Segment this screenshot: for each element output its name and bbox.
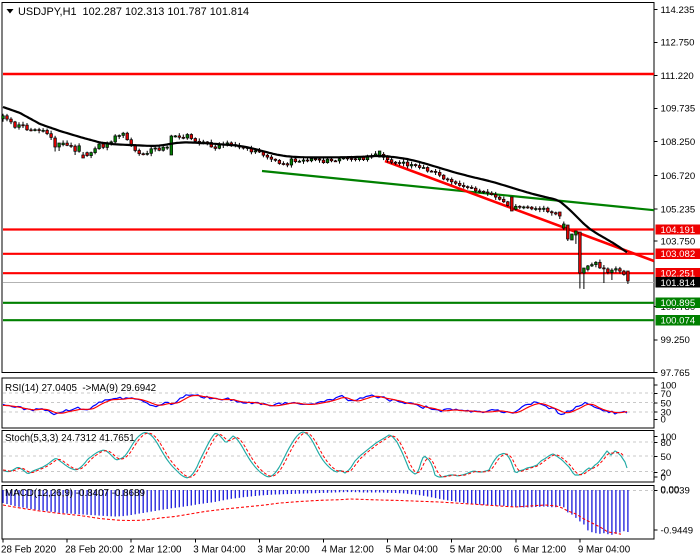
svg-text:20: 20 [661,468,672,479]
svg-text:0: 0 [661,415,666,426]
svg-text:-0.9449: -0.9449 [661,525,694,536]
svg-text:28 Feb 2020: 28 Feb 2020 [1,544,57,555]
svg-text:Stoch(5,3,3) 24.7312 41.7651: Stoch(5,3,3) 24.7312 41.7651 [5,433,135,444]
svg-text:102.251: 102.251 [661,269,696,280]
svg-text:4 Mar 12:00: 4 Mar 12:00 [322,544,375,555]
svg-text:50: 50 [661,398,672,409]
svg-text:5 Mar 20:00: 5 Mar 20:00 [450,544,503,555]
svg-text:6 Mar 12:00: 6 Mar 12:00 [514,544,567,555]
svg-text:0.00: 0.00 [661,485,680,496]
svg-text:100: 100 [661,380,677,391]
svg-text:MACD(12,26,9) -0.8407 -0.8689: MACD(12,26,9) -0.8407 -0.8689 [5,488,145,499]
svg-text:101.814: 101.814 [661,278,696,289]
svg-text:97.765: 97.765 [661,368,690,379]
svg-text:114.235: 114.235 [661,5,695,16]
svg-text:9 Mar 04:00: 9 Mar 04:00 [578,544,631,555]
svg-text:111.220: 111.220 [661,71,694,82]
svg-text:103.750: 103.750 [661,236,696,247]
svg-text:USDJPY,H1 102.287 102.313 101: USDJPY,H1 102.287 102.313 101.787 101.81… [18,6,249,18]
svg-text:104.191: 104.191 [661,225,696,236]
svg-text:106.720: 106.720 [661,171,696,182]
svg-text:103.082: 103.082 [661,249,696,260]
svg-text:100.895: 100.895 [661,298,696,309]
svg-text:80: 80 [661,438,672,449]
svg-text:30: 30 [661,408,672,419]
svg-text:100: 100 [661,432,677,443]
svg-text:2 Mar 12:00: 2 Mar 12:00 [129,544,182,555]
svg-text:3 Mar 04:00: 3 Mar 04:00 [193,544,246,555]
svg-text:105.235: 105.235 [661,204,696,215]
svg-text:RSI(14) 27.0405 ->MA(9) 29.69: RSI(14) 27.0405 ->MA(9) 29.6942 [5,383,156,394]
svg-text:3 Mar 20:00: 3 Mar 20:00 [257,544,310,555]
svg-text:108.250: 108.250 [661,137,696,148]
svg-text:70: 70 [661,389,672,400]
svg-text:0: 0 [661,472,666,483]
svg-text:109.735: 109.735 [661,104,696,115]
svg-text:50: 50 [661,452,672,463]
svg-text:5 Mar 04:00: 5 Mar 04:00 [386,544,439,555]
svg-text:28 Feb 20:00: 28 Feb 20:00 [65,544,123,555]
svg-text:100.074: 100.074 [661,316,696,327]
svg-text:99.250: 99.250 [661,335,690,346]
svg-text:0.0039: 0.0039 [661,486,690,497]
svg-text:112.750: 112.750 [661,38,695,49]
